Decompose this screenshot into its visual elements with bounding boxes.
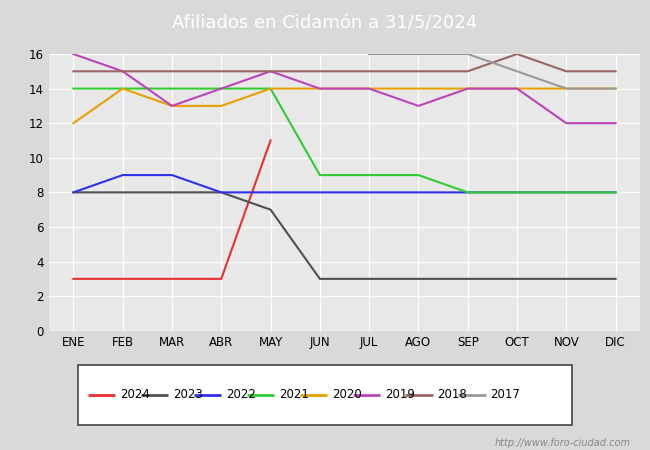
Text: 2021: 2021 bbox=[279, 388, 309, 401]
Text: 2022: 2022 bbox=[226, 388, 255, 401]
Text: 2017: 2017 bbox=[491, 388, 521, 401]
Text: 2020: 2020 bbox=[332, 388, 361, 401]
FancyBboxPatch shape bbox=[78, 364, 572, 425]
Text: http://www.foro-ciudad.com: http://www.foro-ciudad.com bbox=[495, 438, 630, 448]
Text: 2023: 2023 bbox=[173, 388, 203, 401]
Text: Afiliados en Cidamón a 31/5/2024: Afiliados en Cidamón a 31/5/2024 bbox=[172, 14, 478, 33]
Text: 2018: 2018 bbox=[437, 388, 467, 401]
Text: 2019: 2019 bbox=[385, 388, 415, 401]
Text: 2024: 2024 bbox=[120, 388, 150, 401]
